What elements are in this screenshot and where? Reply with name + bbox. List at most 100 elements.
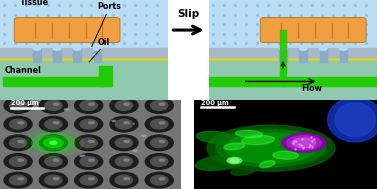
Ellipse shape: [124, 122, 129, 124]
Ellipse shape: [292, 138, 316, 148]
Ellipse shape: [64, 109, 69, 110]
Ellipse shape: [273, 151, 298, 159]
Ellipse shape: [195, 154, 248, 170]
Ellipse shape: [45, 156, 62, 166]
Text: Flow: Flow: [302, 84, 322, 93]
Ellipse shape: [196, 131, 236, 144]
Ellipse shape: [4, 98, 32, 113]
Ellipse shape: [141, 135, 146, 136]
Ellipse shape: [4, 116, 32, 132]
Text: Tissue: Tissue: [20, 0, 49, 6]
Ellipse shape: [159, 140, 165, 143]
Bar: [0, 48, 168, 59]
Ellipse shape: [9, 175, 27, 185]
Ellipse shape: [151, 101, 168, 110]
Ellipse shape: [9, 119, 27, 129]
Ellipse shape: [93, 48, 101, 50]
Ellipse shape: [207, 125, 335, 171]
Ellipse shape: [54, 122, 59, 124]
Ellipse shape: [37, 136, 69, 150]
Bar: [0, 0, 168, 50]
Ellipse shape: [112, 120, 116, 122]
Ellipse shape: [145, 135, 173, 151]
Text: 200 μm: 200 μm: [11, 100, 38, 106]
Ellipse shape: [287, 136, 321, 150]
Ellipse shape: [4, 172, 32, 188]
Ellipse shape: [4, 154, 32, 169]
Ellipse shape: [159, 159, 165, 161]
Ellipse shape: [328, 98, 377, 142]
Ellipse shape: [159, 122, 165, 124]
Text: 200 μm: 200 μm: [201, 100, 229, 106]
Bar: [320, 49, 327, 62]
Ellipse shape: [89, 178, 94, 180]
Ellipse shape: [80, 155, 85, 157]
Ellipse shape: [279, 48, 287, 50]
Ellipse shape: [50, 141, 57, 144]
Ellipse shape: [132, 123, 134, 124]
Ellipse shape: [9, 156, 27, 166]
Ellipse shape: [43, 138, 63, 147]
Text: Ports: Ports: [97, 2, 121, 11]
Text: Slip: Slip: [177, 9, 200, 19]
Ellipse shape: [230, 159, 239, 163]
Ellipse shape: [225, 133, 317, 163]
Ellipse shape: [124, 159, 129, 161]
Ellipse shape: [340, 48, 347, 50]
Bar: [54, 49, 61, 62]
Ellipse shape: [47, 140, 60, 146]
Ellipse shape: [110, 116, 138, 132]
Ellipse shape: [54, 159, 59, 161]
Ellipse shape: [9, 138, 27, 148]
Ellipse shape: [89, 103, 94, 105]
Ellipse shape: [231, 164, 260, 175]
Ellipse shape: [124, 178, 129, 180]
Ellipse shape: [145, 116, 173, 132]
Ellipse shape: [18, 103, 23, 105]
Ellipse shape: [151, 175, 168, 185]
Ellipse shape: [45, 175, 62, 185]
Ellipse shape: [89, 122, 94, 124]
Bar: [0, 59, 168, 100]
Ellipse shape: [4, 135, 32, 151]
Text: Channel: Channel: [5, 66, 42, 75]
Bar: [209, 77, 377, 86]
Bar: [209, 0, 377, 50]
Bar: [99, 66, 112, 86]
Bar: [279, 49, 287, 62]
Ellipse shape: [45, 138, 62, 148]
Ellipse shape: [75, 154, 103, 169]
Ellipse shape: [75, 172, 103, 188]
Ellipse shape: [124, 103, 129, 105]
Ellipse shape: [159, 178, 165, 180]
Bar: [340, 49, 347, 62]
Ellipse shape: [39, 154, 67, 169]
Ellipse shape: [145, 172, 173, 188]
Bar: [209, 48, 377, 59]
Ellipse shape: [133, 150, 138, 151]
Ellipse shape: [236, 130, 262, 138]
Bar: [93, 49, 101, 62]
Ellipse shape: [74, 48, 81, 50]
Ellipse shape: [151, 119, 168, 129]
Ellipse shape: [18, 159, 23, 161]
Ellipse shape: [115, 101, 133, 110]
Ellipse shape: [80, 175, 97, 185]
Ellipse shape: [259, 161, 275, 168]
Ellipse shape: [9, 101, 27, 110]
Ellipse shape: [18, 178, 23, 180]
Ellipse shape: [39, 172, 67, 188]
Ellipse shape: [227, 157, 242, 164]
Bar: [33, 49, 41, 62]
Ellipse shape: [18, 140, 23, 143]
Ellipse shape: [54, 103, 59, 105]
Ellipse shape: [80, 138, 97, 148]
Ellipse shape: [33, 48, 41, 50]
Ellipse shape: [120, 176, 125, 178]
Text: Oil: Oil: [97, 38, 110, 47]
Ellipse shape: [80, 101, 97, 110]
Bar: [209, 59, 377, 100]
Ellipse shape: [32, 133, 75, 153]
Bar: [280, 62, 286, 86]
Ellipse shape: [45, 101, 62, 110]
